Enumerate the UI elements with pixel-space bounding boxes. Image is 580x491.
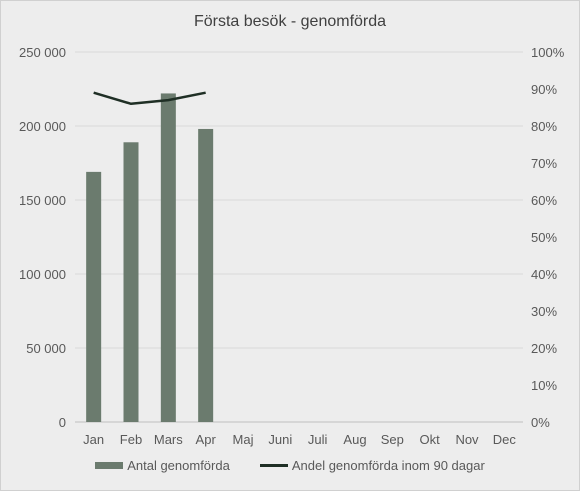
legend-label-line: Andel genomförda inom 90 dagar [291, 458, 485, 473]
y-right-tick-label: 50% [531, 230, 557, 245]
x-tick-label: Feb [120, 432, 142, 447]
x-tick-label: Juni [268, 432, 292, 447]
x-tick-label: Apr [196, 432, 217, 447]
x-tick-label: Maj [233, 432, 254, 447]
y-left-tick-label: 100 000 [19, 267, 66, 282]
x-tick-label: Nov [455, 432, 479, 447]
x-tick-label: Okt [420, 432, 441, 447]
y-left-tick-label: 200 000 [19, 119, 66, 134]
y-right-tick-label: 0% [531, 415, 550, 430]
legend-swatch-line [259, 464, 288, 467]
y-right-tick-label: 30% [531, 304, 557, 319]
y-left-tick-label: 150 000 [19, 193, 66, 208]
bar [160, 93, 176, 422]
y-left-tick-label: 0 [59, 415, 66, 430]
chart-title: Första besök - genomförda [193, 13, 387, 30]
bar [86, 171, 102, 422]
bar [123, 142, 139, 422]
legend-item-line: Andel genomförda inom 90 dagar [259, 458, 485, 473]
y-left-tick-label: 50 000 [26, 341, 66, 356]
y-right-tick-label: 10% [531, 378, 557, 393]
y-right-tick-label: 100% [531, 45, 565, 60]
y-right-tick-label: 70% [531, 156, 557, 171]
y-right-tick-label: 40% [531, 267, 557, 282]
legend-label-bars: Antal genomförda [127, 458, 230, 473]
y-right-tick-label: 60% [531, 193, 557, 208]
x-tick-label: Sep [381, 432, 404, 447]
x-tick-label: Aug [343, 432, 366, 447]
legend-swatch-bar [95, 462, 124, 469]
bar [198, 128, 214, 422]
x-tick-label: Juli [308, 432, 328, 447]
x-tick-label: Mars [154, 432, 183, 447]
line-series [93, 91, 206, 106]
y-right-tick-label: 20% [531, 341, 557, 356]
legend-item-bars: Antal genomförda [95, 458, 230, 473]
legend: Antal genomförda Andel genomförda inom 9… [1, 458, 579, 473]
y-left-tick-label: 250 000 [19, 45, 66, 60]
y-right-tick-label: 90% [531, 82, 557, 97]
x-tick-label: Jan [83, 432, 104, 447]
x-tick-label: Dec [493, 432, 517, 447]
y-right-tick-label: 80% [531, 119, 557, 134]
